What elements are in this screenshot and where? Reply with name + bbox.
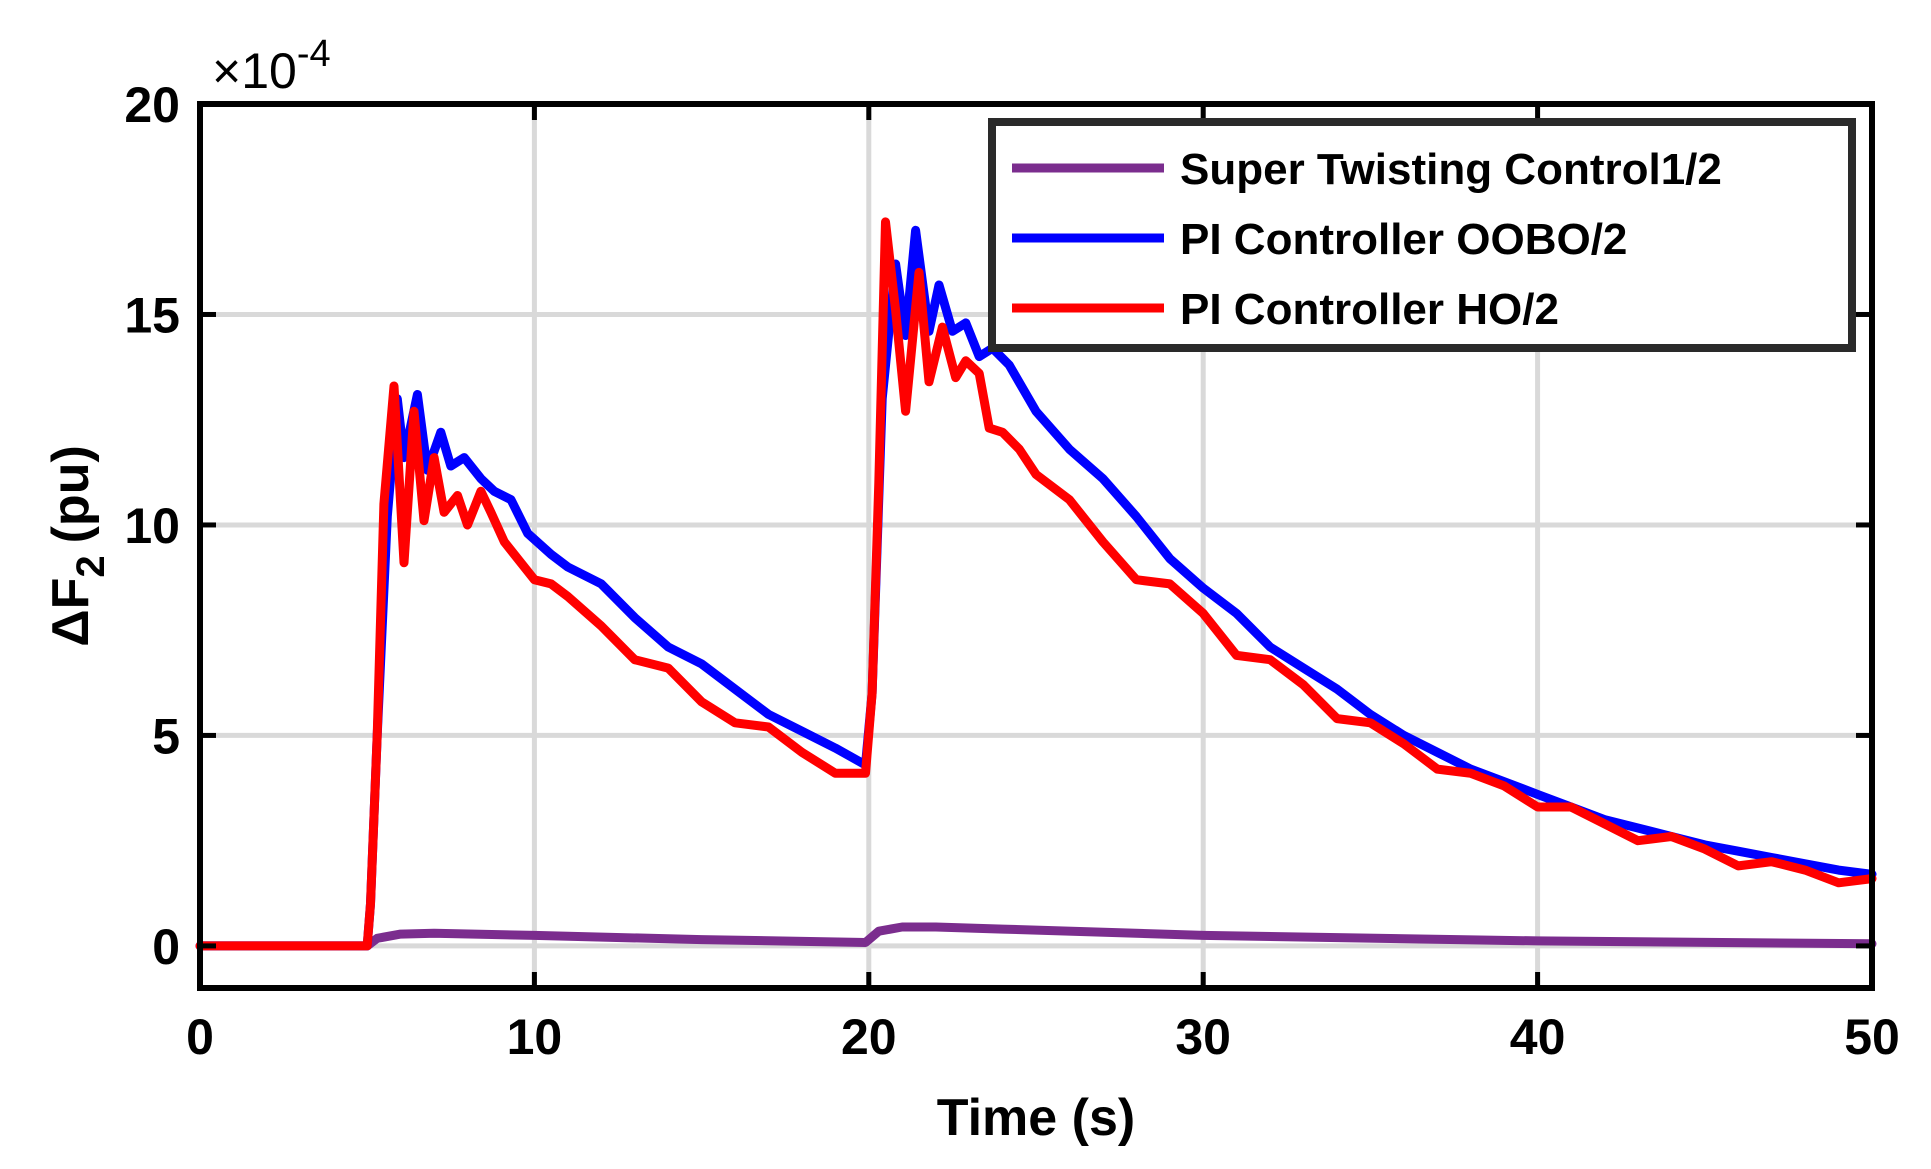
series-line-super-twisting-control1-2 [195, 922, 1877, 951]
x-tick-label: 10 [507, 1009, 563, 1065]
x-tick-label: 0 [186, 1009, 214, 1065]
legend-entry-label: PI Controller OOBO/2 [1180, 215, 1627, 264]
tick-layer: 0 10 20 30 40 50 0 5 10 15 20 [124, 77, 1899, 1065]
x-axis-label: Time (s) [937, 1089, 1135, 1147]
y-tick-label: 20 [124, 77, 180, 133]
series-line-pi-controller-oobo-2 [195, 225, 1877, 951]
series-layer [195, 217, 1877, 951]
x-tick-label: 20 [841, 1009, 897, 1065]
legend-entry-label: PI Controller HO/2 [1180, 285, 1559, 334]
axes-frame [197, 101, 1875, 991]
legend: Super Twisting Control1/2 PI Controller O… [988, 118, 1856, 352]
y-tick-label: 10 [124, 498, 180, 554]
y-axis-label: ΔF2(pu) [42, 445, 113, 647]
y-exponent-label: ×10-4 [212, 33, 331, 99]
legend-entry-label: Super Twisting Control1/2 [1180, 145, 1722, 194]
y-tick-label: 5 [152, 708, 180, 764]
x-tick-label: 30 [1175, 1009, 1231, 1065]
series-line-pi-controller-ho-2 [195, 217, 1877, 951]
x-tick-label: 50 [1844, 1009, 1900, 1065]
x-tick-label: 40 [1510, 1009, 1566, 1065]
y-tick-label: 15 [124, 287, 180, 343]
y-tick-label: 0 [152, 919, 180, 975]
